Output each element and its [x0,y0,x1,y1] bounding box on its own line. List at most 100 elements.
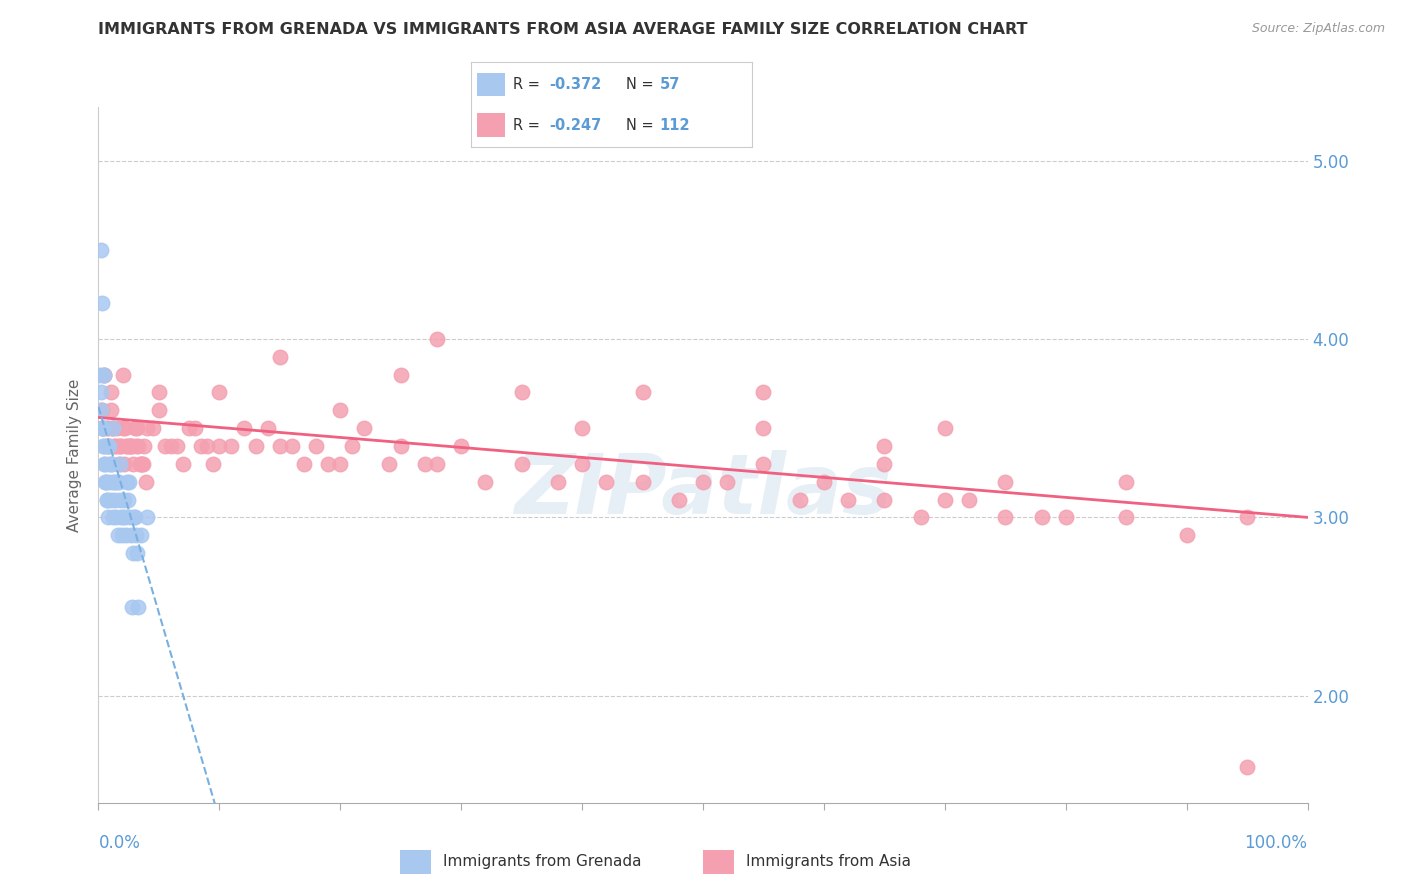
Point [389,368,412,382]
Point [571,457,593,471]
Point [631,385,654,400]
Point [118,439,141,453]
Point [108,492,131,507]
Point [114,510,136,524]
Point [115,528,138,542]
Point [111,528,134,542]
Point [122,457,145,471]
Point [190,439,212,453]
Point [1115,510,1137,524]
Point [166,439,188,453]
Point [837,492,859,507]
Point [94,475,117,489]
Point [342,439,364,453]
Point [90,385,112,400]
Point [96,421,118,435]
Point [631,475,654,489]
Point [111,368,134,382]
Point [148,385,170,400]
Point [91,421,114,435]
Point [135,421,157,435]
Point [128,457,150,471]
Point [160,439,183,453]
Point [510,457,533,471]
Point [208,439,231,453]
Point [100,457,122,471]
Point [153,439,176,453]
Point [127,599,149,614]
Point [108,457,131,471]
Point [117,439,139,453]
Point [316,457,339,471]
Point [101,510,124,524]
Point [389,439,412,453]
Bar [477,113,505,137]
Point [752,385,775,400]
Point [1236,760,1258,774]
Text: 112: 112 [659,118,690,133]
Point [107,475,129,489]
Point [112,492,135,507]
Point [97,439,120,453]
Point [329,403,352,417]
Text: ZIPatlas: ZIPatlas [515,450,891,531]
Point [668,492,690,507]
Point [118,475,141,489]
Text: 0.0%: 0.0% [98,834,141,852]
Point [547,475,569,489]
Point [103,475,125,489]
Point [108,439,131,453]
Point [281,439,304,453]
Point [94,457,117,471]
Point [125,439,148,453]
Point [101,421,124,435]
Point [98,475,121,489]
Point [353,421,375,435]
Point [131,457,153,471]
Point [124,421,146,435]
Point [100,492,122,507]
Point [957,492,980,507]
Text: -0.372: -0.372 [550,77,602,92]
Point [232,421,254,435]
Point [172,457,194,471]
Point [124,510,146,524]
Point [789,492,811,507]
Point [934,421,956,435]
Y-axis label: Average Family Size: Average Family Size [67,378,83,532]
Point [118,510,141,524]
Point [100,457,122,471]
Point [105,421,128,435]
Point [103,439,125,453]
Text: -0.247: -0.247 [550,118,602,133]
Point [96,492,118,507]
Point [118,439,141,453]
Point [269,350,291,364]
Point [142,421,165,435]
Point [89,368,111,382]
Point [127,439,149,453]
Point [329,457,352,471]
Point [111,510,134,524]
Point [692,475,714,489]
Bar [399,850,430,873]
Point [256,421,278,435]
Point [1031,510,1053,524]
Point [94,439,117,453]
Text: R =: R = [513,77,544,92]
Point [115,475,138,489]
Text: IMMIGRANTS FROM GRENADA VS IMMIGRANTS FROM ASIA AVERAGE FAMILY SIZE CORRELATION : IMMIGRANTS FROM GRENADA VS IMMIGRANTS FR… [98,22,1028,37]
Text: N =: N = [626,118,658,133]
Point [122,546,145,560]
Point [752,421,775,435]
Point [105,510,128,524]
Text: 100.0%: 100.0% [1244,834,1308,852]
Point [1054,510,1077,524]
Point [813,475,835,489]
Point [97,421,120,435]
Point [221,439,243,453]
Point [135,475,157,489]
Point [121,439,143,453]
Point [97,510,120,524]
Point [245,439,267,453]
